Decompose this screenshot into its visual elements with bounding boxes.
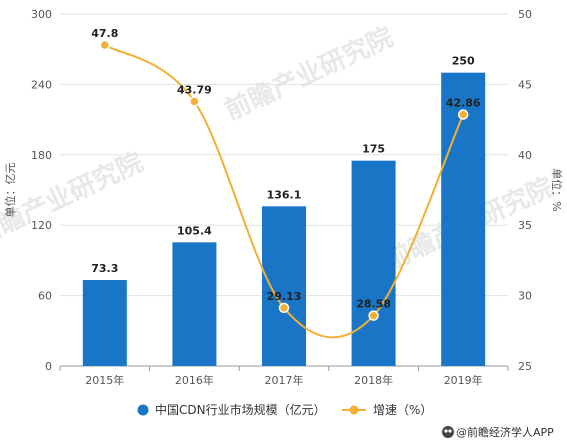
y-tick-label: 60 <box>38 290 52 303</box>
bar-value-label: 250 <box>452 55 475 68</box>
y-tick-label: 120 <box>31 219 52 232</box>
line-value-label: 43.79 <box>177 83 212 96</box>
bar-value-label: 175 <box>362 143 385 156</box>
line-value-label: 47.8 <box>91 27 118 40</box>
y-tick-label: 300 <box>31 8 52 21</box>
y-axis-title: 单位：亿元 <box>3 163 17 218</box>
x-tick-label: 2018年 <box>354 373 393 387</box>
bar-value-label: 105.4 <box>177 224 212 237</box>
line-point <box>99 39 111 51</box>
legend-bar-label: 中国CDN行业市场规模（亿元） <box>155 402 326 417</box>
y2-tick-label: 50 <box>518 8 532 21</box>
y2-tick-label: 40 <box>518 149 532 162</box>
line-point <box>457 109 469 120</box>
bar-value-label: 73.3 <box>91 262 118 275</box>
watermark-text: 前瞻产业研究院 <box>0 146 148 251</box>
y-tick-label: 180 <box>31 149 52 162</box>
line-series: 47.8 43.79 29.13 28.58 42.86 <box>91 27 481 339</box>
y-tick-label: 0 <box>45 360 52 373</box>
x-tick-label: 2015年 <box>85 373 124 387</box>
bar <box>82 279 127 366</box>
x-tick-label: 2016年 <box>175 373 214 387</box>
line-value-label: 42.86 <box>446 97 481 110</box>
line-value-label: 28.58 <box>356 298 391 311</box>
gridlines <box>60 13 508 367</box>
credit: @前瞻经济学人APP <box>442 425 554 439</box>
line-point <box>189 96 200 107</box>
owl-logo-icon <box>442 426 454 438</box>
x-axis: 2015年 2016年 2017年 2018年 2019年 <box>59 366 509 387</box>
bar-series: 73.3 105.4 136.1 175 250 <box>82 55 486 367</box>
y2-tick-label: 25 <box>518 360 532 373</box>
y-tick-label: 240 <box>31 78 52 91</box>
y2-tick-label: 45 <box>518 78 532 91</box>
legend: 中国CDN行业市场规模（亿元） 增速（%） <box>137 402 432 417</box>
bar <box>172 242 217 366</box>
y-axis-right: 25 30 35 40 45 50 <box>518 8 532 373</box>
y-axis-left: 0 60 120 180 240 300 <box>31 8 52 373</box>
bar <box>441 72 486 367</box>
legend-line-label: 增速（%） <box>373 403 432 417</box>
bar <box>262 206 306 366</box>
x-tick-label: 2019年 <box>444 373 483 387</box>
y2-axis-title: 单位：% <box>550 168 564 211</box>
line-point <box>368 310 379 321</box>
watermark-text: 前瞻产业研究院 <box>220 21 398 126</box>
y2-tick-label: 35 <box>518 219 532 232</box>
bar-value-label: 136.1 <box>267 188 302 201</box>
x-tick-label: 2017年 <box>265 373 304 387</box>
line-value-label: 29.13 <box>267 290 302 303</box>
bar <box>351 160 396 366</box>
legend-bar-marker <box>137 404 149 416</box>
y2-tick-label: 30 <box>518 290 532 303</box>
line-point <box>278 302 290 314</box>
legend-line-point <box>349 405 359 415</box>
credit-text: @前瞻经济学人APP <box>456 425 554 439</box>
